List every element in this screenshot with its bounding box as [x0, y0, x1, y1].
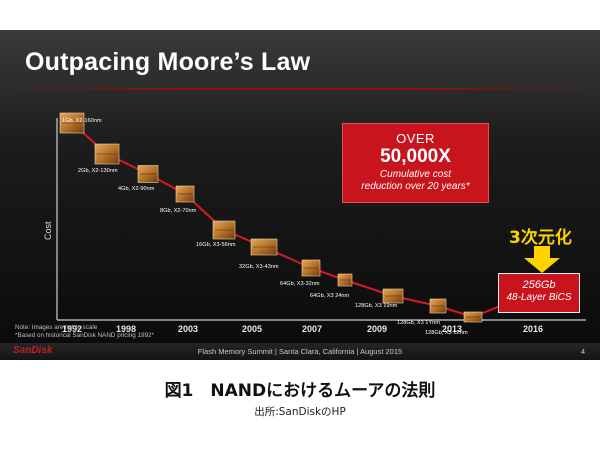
callout-desc-line2: reduction over 20 years* — [361, 181, 470, 192]
x-tick-2007: 2007 — [302, 324, 322, 334]
chip-label: 128Gb, X3 19nm — [355, 303, 398, 309]
figure-source: 出所:SanDiskのHP — [254, 406, 346, 418]
chip-label: 4Gb, X2-90nm — [118, 186, 155, 192]
callout-desc-line1: Cumulative cost — [379, 169, 452, 180]
x-tick-2003: 2003 — [178, 324, 198, 334]
x-tick-2016: 2016 — [523, 324, 543, 334]
chip-label: 1Gb, X2-160nm — [62, 118, 102, 124]
bics-box: 256Gb 48-Layer BiCS — [498, 273, 580, 313]
sandisk-logo: SanDisk — [13, 345, 53, 356]
chip-label: 128Gb, X3 1Ynm — [397, 320, 440, 326]
chip-label: 64Gb, X3-32nm — [280, 281, 320, 287]
x-tick-labels: 1992 1998 2003 2005 2007 2009 2013 2016 — [62, 324, 543, 334]
chip-label: 2Gb, X2-130nm — [78, 168, 118, 174]
x-tick-1992: 1992 — [62, 324, 82, 334]
x-tick-2005: 2005 — [242, 324, 262, 334]
slide-footer: SanDisk Flash Memory Summit | Santa Clar… — [0, 343, 600, 360]
callout-number: 50,000X — [380, 146, 451, 167]
chip-label: 64Gb, X3 24nm — [310, 293, 350, 299]
bics-capacity: 256Gb — [522, 279, 556, 291]
chip-label: 128Gb, X3 1Znm — [425, 330, 468, 336]
chip-label: 8Gb, X2-70nm — [160, 208, 197, 214]
cost-reduction-callout: OVER 50,000X Cumulative cost reduction o… — [342, 123, 489, 203]
arrow-down-icon — [524, 246, 560, 273]
x-tick-2013: 2013 — [442, 324, 462, 334]
chip-label: 16Gb, X3-56nm — [196, 242, 236, 248]
footnote-line2: *Based on historical SanDisk NAND pricin… — [15, 332, 154, 339]
chip-markers — [59, 112, 483, 323]
slide: Outpacing Moore’s Law Cost 1992 1998 2003 2… — [0, 30, 600, 360]
figure-caption: 図1 NANDにおけるムーアの法則 — [164, 381, 436, 401]
bics-layers: 48-Layer BiCS — [506, 292, 572, 303]
page-number: 4 — [580, 347, 585, 356]
footer-text: Flash Memory Summit | Santa Clara, Calif… — [197, 347, 403, 356]
y-axis-label: Cost — [43, 221, 53, 240]
title-underline — [0, 88, 600, 90]
chip-labels: 1Gb, X2-160nm 2Gb, X2-130nm 4Gb, X2-90nm 8G… — [62, 118, 468, 336]
x-tick-2009: 2009 — [367, 324, 387, 334]
callout-over: OVER — [396, 131, 435, 146]
footnote: Note: Images are not to scale *Based on … — [15, 324, 154, 340]
x-tick-1998: 1998 — [116, 324, 136, 334]
chip-label: 32Gb, X3-43nm — [239, 264, 279, 270]
highlight-label: 3次元化 — [509, 228, 572, 248]
footnote-line1: Note: Images are not to scale — [15, 324, 98, 331]
slide-title: Outpacing Moore’s Law — [25, 48, 311, 76]
cost-chart: Cost 1992 1998 2003 2005 2007 2009 2013 2016 1G… — [43, 112, 586, 336]
callout-description: Cumulative cost reduction over 20 years* — [343, 169, 488, 193]
